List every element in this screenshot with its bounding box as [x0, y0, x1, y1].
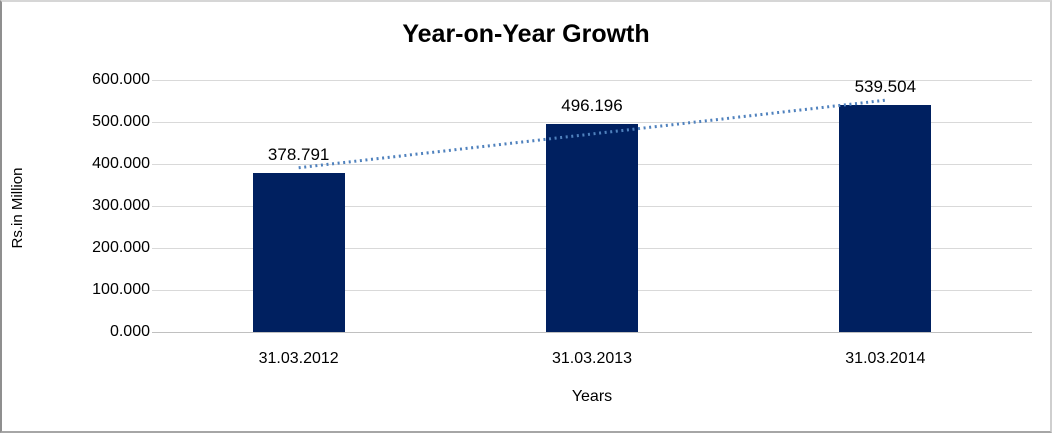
gridline [152, 331, 1032, 333]
trendline [298, 98, 886, 170]
data-label: 539.504 [854, 77, 917, 97]
chart-title: Year-on-Year Growth [402, 20, 650, 48]
y-tick-label: 200.000 [92, 239, 150, 256]
bar [839, 105, 932, 332]
x-tick-label: 31.03.2013 [551, 350, 633, 367]
bar [252, 172, 345, 332]
y-tick-label: 600.000 [92, 71, 150, 88]
bar [546, 123, 638, 332]
y-tick-label: 400.000 [92, 155, 150, 172]
data-label: 496.196 [561, 95, 623, 115]
data-label: 378.791 [267, 144, 330, 164]
y-tick-label: 0.000 [109, 323, 150, 340]
y-axis-title: Rs.in Million [9, 167, 26, 249]
plot-area: 378.791 496.196 539.504 [152, 77, 1032, 333]
gridline [152, 79, 1032, 81]
x-axis-title: Years [571, 388, 613, 405]
y-tick-label: 300.000 [92, 197, 150, 214]
gridline [152, 121, 1032, 123]
x-tick-label: 31.03.2014 [845, 350, 926, 367]
y-tick-label: 500.000 [92, 113, 150, 130]
y-tick-label: 100.000 [92, 281, 150, 298]
x-tick-label: 31.03.2012 [258, 350, 339, 367]
